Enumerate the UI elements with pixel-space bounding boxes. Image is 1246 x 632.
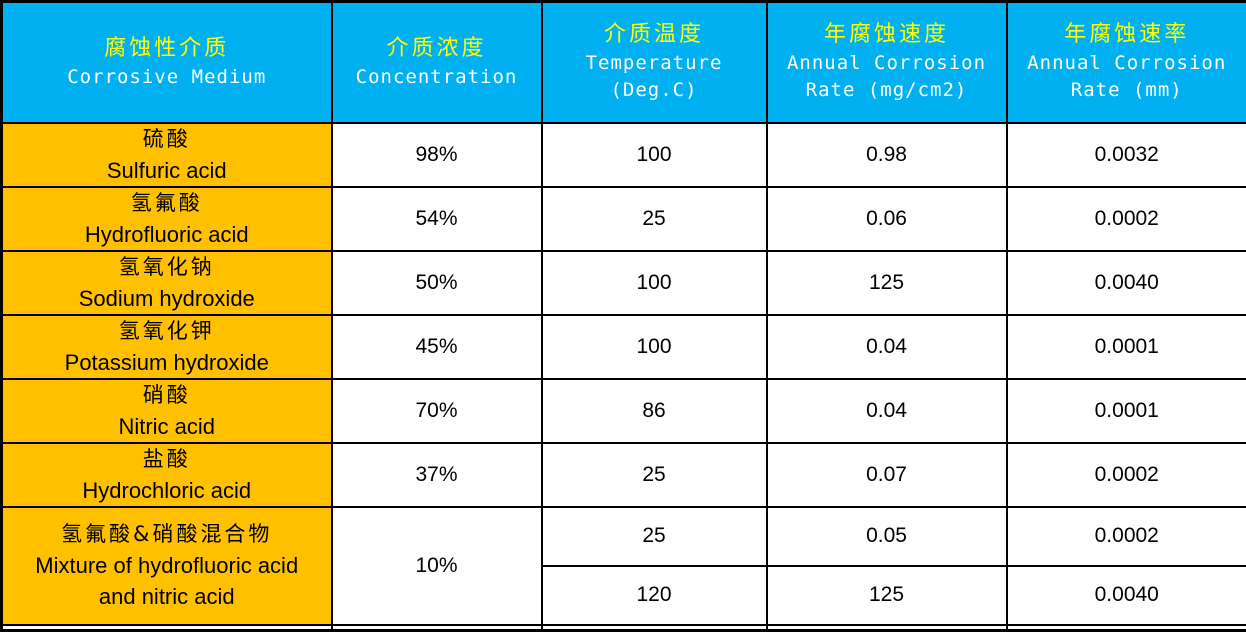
rate-mg-cell: 0.04 — [767, 315, 1007, 379]
concentration-cell: 10% — [332, 507, 542, 625]
temperature-cell: 120 — [542, 566, 767, 625]
header-cell-rate-mm: 年腐蚀速率 Annual Corrosion Rate (mm) — [1007, 2, 1246, 123]
header-label-en: Corrosive Medium — [3, 64, 331, 91]
header-cell-temperature: 介质温度 Temperature (Deg.C) — [542, 2, 767, 123]
medium-name-en: Hydrochloric acid — [3, 475, 331, 506]
medium-name-en: Hydrofluoric acid — [3, 219, 331, 250]
concentration-cell: 98% — [332, 123, 542, 187]
temperature-cell: 25 — [542, 187, 767, 251]
medium-name-en: Sodium hydroxide — [3, 283, 331, 314]
rate-mg-cell: 0.05 — [767, 507, 1007, 566]
rate-mg-cell: 125 — [767, 251, 1007, 315]
rate-mm-cell: 0.0040 — [1007, 566, 1246, 625]
temperature-cell: 100 — [542, 251, 767, 315]
header-label-en: Annual Corrosion — [1008, 50, 1246, 77]
medium-name-zh: 盐酸 — [3, 444, 331, 475]
medium-cell: 氢氟酸 Hydrofluoric acid — [2, 187, 332, 251]
header-cell-concentration: 介质浓度 Concentration — [332, 2, 542, 123]
medium-cell: 氢氧化钠 Sodium hydroxide — [2, 251, 332, 315]
medium-name-zh: 氢氟酸&硝酸混合物 — [3, 519, 331, 550]
table-row-nitric-acid: 硝酸 Nitric acid 70% 86 0.04 0.0001 — [2, 379, 1246, 443]
medium-name-zh: 氢氧化钾 — [3, 316, 331, 347]
medium-name-zh: 硝酸 — [3, 380, 331, 411]
medium-cell: 硝酸 Nitric acid — [2, 379, 332, 443]
header-label-zh: 介质温度 — [543, 20, 766, 50]
table-row-sodium-hydroxide: 氢氧化钠 Sodium hydroxide 50% 100 125 0.0040 — [2, 251, 1246, 315]
header-label-zh: 年腐蚀速度 — [768, 20, 1006, 50]
medium-name-zh: 硫酸 — [3, 124, 331, 155]
rate-mg-cell: 125 — [767, 566, 1007, 625]
header-cell-corrosive-medium: 腐蚀性介质 Corrosive Medium — [2, 2, 332, 123]
concentration-cell: 50% — [332, 251, 542, 315]
concentration-cell: 54% — [332, 187, 542, 251]
table-row-mixture-sub1: 氢氟酸&硝酸混合物 Mixture of hydrofluoric acid a… — [2, 507, 1246, 566]
header-label-en: Temperature — [543, 50, 766, 77]
header-label-en-line2: Rate (mg/cm2) — [768, 77, 1006, 104]
header-label-en-line2: (Deg.C) — [543, 77, 766, 104]
medium-name-en-line2: and nitric acid — [3, 581, 331, 612]
concentration-cell: 37% — [332, 443, 542, 507]
rate-mg-cell: 0.06 — [767, 187, 1007, 251]
medium-name-en: Sulfuric acid — [3, 155, 331, 186]
medium-cell: 硫酸 Sulfuric acid — [2, 123, 332, 187]
rate-mg-cell: 0.04 — [767, 379, 1007, 443]
temperature-cell: 100 — [542, 123, 767, 187]
header-label-en-line2: Rate (mm) — [1008, 77, 1246, 104]
concentration-cell: 70% — [332, 379, 542, 443]
header-label-zh: 介质浓度 — [333, 34, 541, 64]
rate-mm-cell: 0.0002 — [1007, 443, 1246, 507]
table-header-row: 腐蚀性介质 Corrosive Medium 介质浓度 Concentratio… — [2, 2, 1246, 123]
medium-name-en: Potassium hydroxide — [3, 347, 331, 378]
medium-cell: 盐酸 Hydrochloric acid — [2, 443, 332, 507]
medium-name-zh: 氢氟酸 — [3, 188, 331, 219]
rate-mg-cell: 0.98 — [767, 123, 1007, 187]
rate-mm-cell: 0.0001 — [1007, 379, 1246, 443]
temperature-cell: 25 — [542, 443, 767, 507]
table-row-hydrofluoric-acid: 氢氟酸 Hydrofluoric acid 54% 25 0.06 0.0002 — [2, 187, 1246, 251]
header-label-zh: 年腐蚀速率 — [1008, 20, 1246, 50]
rate-mm-cell: 0.0001 — [1007, 315, 1246, 379]
rate-mm-cell: 0.0040 — [1007, 251, 1246, 315]
rate-mm-cell: 0.0032 — [1007, 123, 1246, 187]
medium-name-zh: 氢氧化钠 — [3, 252, 331, 283]
concentration-cell: 45% — [332, 315, 542, 379]
table-row-sulfuric-acid: 硫酸 Sulfuric acid 98% 100 0.98 0.0032 — [2, 123, 1246, 187]
medium-name-en: Mixture of hydrofluoric acid — [3, 550, 331, 581]
header-label-en: Annual Corrosion — [768, 50, 1006, 77]
rate-mg-cell: 0.07 — [767, 443, 1007, 507]
medium-cell: 氢氧化钾 Potassium hydroxide — [2, 315, 332, 379]
header-cell-rate-mg: 年腐蚀速度 Annual Corrosion Rate (mg/cm2) — [767, 2, 1007, 123]
header-label-zh: 腐蚀性介质 — [3, 34, 331, 64]
header-label-en: Concentration — [333, 64, 541, 91]
medium-name-en: Nitric acid — [3, 411, 331, 442]
table-row-potassium-hydroxide: 氢氧化钾 Potassium hydroxide 45% 100 0.04 0.… — [2, 315, 1246, 379]
table-row-hydrochloric-acid: 盐酸 Hydrochloric acid 37% 25 0.07 0.0002 — [2, 443, 1246, 507]
rate-mm-cell: 0.0002 — [1007, 187, 1246, 251]
temperature-cell: 100 — [542, 315, 767, 379]
medium-cell-mixture: 氢氟酸&硝酸混合物 Mixture of hydrofluoric acid a… — [2, 507, 332, 625]
temperature-cell: 86 — [542, 379, 767, 443]
temperature-cell: 25 — [542, 507, 767, 566]
rate-mm-cell: 0.0002 — [1007, 507, 1246, 566]
